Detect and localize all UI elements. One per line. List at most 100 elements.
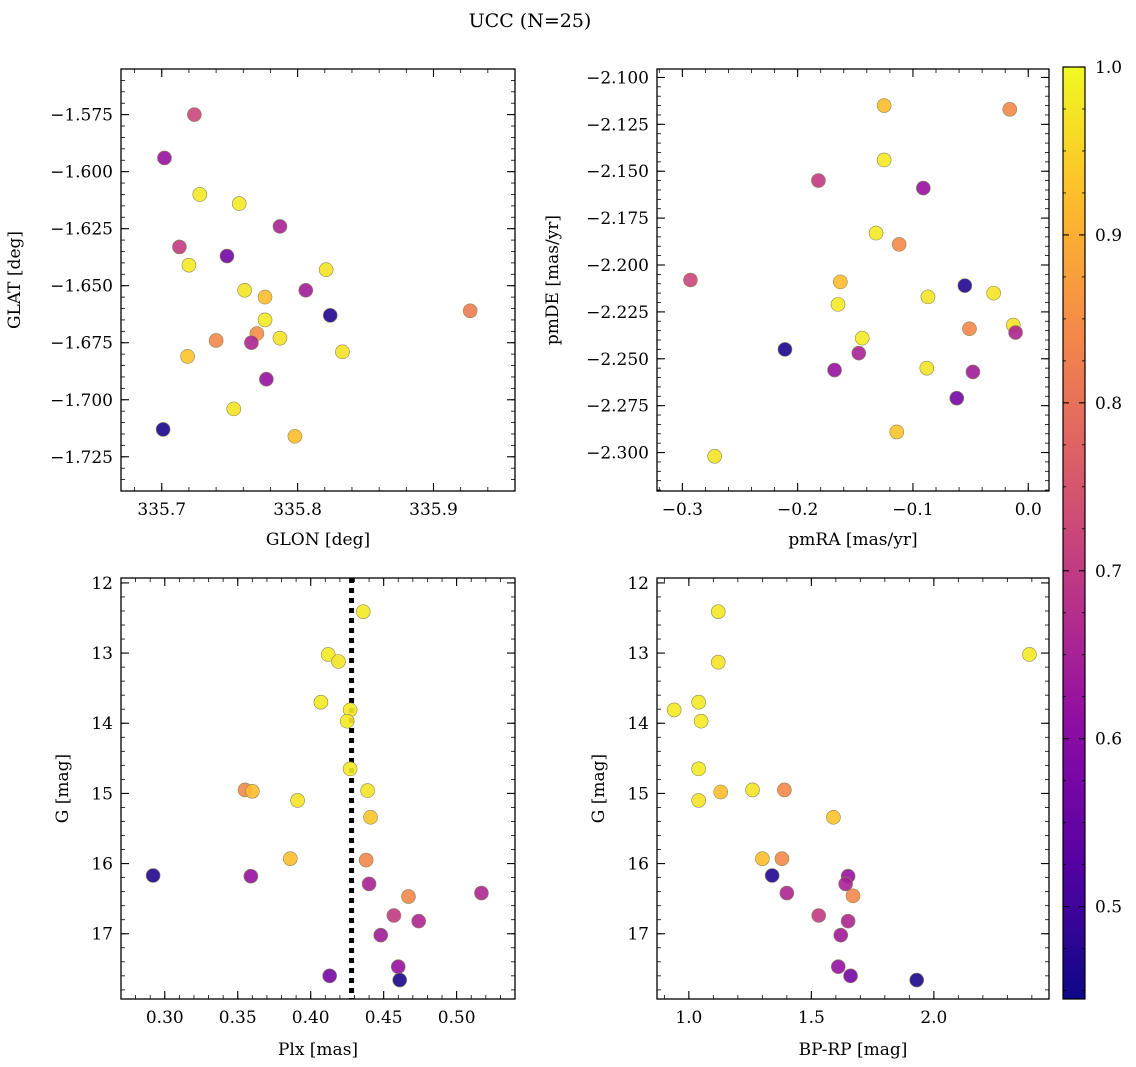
data-point bbox=[392, 972, 408, 988]
data-point bbox=[373, 927, 389, 943]
data-point bbox=[876, 152, 892, 168]
y-tick-label: 16 bbox=[91, 855, 113, 875]
data-point bbox=[909, 972, 925, 988]
data-point bbox=[713, 784, 729, 800]
x-tick-label: −0.2 bbox=[777, 500, 818, 520]
data-point bbox=[833, 274, 848, 290]
colorbar: 0.5 0.6 0.7 0.8 0.9 1.0 bbox=[1062, 58, 1122, 1000]
data-point bbox=[811, 908, 827, 923]
data-point bbox=[710, 654, 726, 670]
data-point bbox=[172, 239, 187, 255]
data-point bbox=[237, 282, 252, 298]
data-point bbox=[779, 885, 795, 901]
data-point bbox=[322, 968, 337, 984]
data-point bbox=[331, 654, 346, 669]
y-tick-label: 17 bbox=[627, 925, 649, 945]
x-tick-label: 0.45 bbox=[365, 1008, 403, 1028]
y-tick-label: −1.650 bbox=[50, 277, 113, 297]
panel-plx-g: 0.30 0.35 0.40 0.45 0.50 12 13 14 15 16 17 Plx [mas… bbox=[53, 574, 516, 1060]
data-point bbox=[282, 851, 298, 866]
data-point bbox=[854, 330, 870, 346]
x-tick-label: 0.50 bbox=[438, 1008, 476, 1028]
y-tick-label: 13 bbox=[627, 644, 649, 664]
data-point bbox=[830, 959, 846, 975]
data-point bbox=[181, 257, 197, 273]
data-point bbox=[219, 248, 235, 264]
data-point bbox=[777, 342, 793, 357]
data-point bbox=[318, 262, 334, 278]
data-point bbox=[949, 390, 965, 406]
data-point bbox=[231, 196, 247, 211]
y-tick-label: −2.225 bbox=[586, 303, 649, 323]
data-point bbox=[257, 289, 273, 305]
data-point bbox=[876, 98, 892, 113]
y-tick-label: −2.250 bbox=[586, 350, 649, 370]
data-point bbox=[145, 868, 161, 883]
x-tick-label: 2.0 bbox=[920, 1008, 947, 1028]
data-point bbox=[462, 303, 478, 319]
x-axis-label: GLON [deg] bbox=[266, 530, 370, 550]
data-point bbox=[157, 150, 172, 166]
colorbar-gradient bbox=[1062, 66, 1086, 1000]
data-point bbox=[208, 333, 224, 348]
data-point bbox=[683, 272, 698, 288]
y-tick-label: −1.700 bbox=[50, 391, 113, 411]
data-point bbox=[322, 308, 338, 323]
axes-frame bbox=[656, 577, 1050, 1000]
data-point bbox=[691, 694, 706, 710]
axes-frame bbox=[120, 577, 516, 1000]
y-tick-label: 13 bbox=[91, 644, 113, 664]
data-point bbox=[764, 868, 780, 883]
axes-frame bbox=[120, 68, 516, 492]
data-point bbox=[691, 793, 706, 808]
y-tick-label: −2.150 bbox=[586, 162, 649, 182]
y-tick-label: 14 bbox=[91, 714, 113, 734]
y-tick-label: −2.175 bbox=[586, 209, 649, 229]
x-axis-label: pmRA [mas/yr] bbox=[788, 530, 917, 550]
data-point bbox=[827, 362, 842, 378]
data-point bbox=[745, 782, 760, 798]
data-point bbox=[851, 345, 867, 361]
data-point bbox=[965, 364, 981, 380]
y-axis-label: GLAT [deg] bbox=[5, 231, 25, 329]
data-point bbox=[363, 809, 378, 825]
data-point bbox=[666, 702, 682, 718]
y-tick-label: 15 bbox=[627, 784, 649, 804]
data-point bbox=[962, 321, 977, 337]
data-point bbox=[187, 107, 202, 122]
data-point bbox=[840, 913, 856, 929]
data-point bbox=[290, 793, 305, 808]
data-point bbox=[845, 888, 861, 904]
x-tick-label: 0.35 bbox=[219, 1008, 257, 1028]
data-point bbox=[833, 927, 849, 943]
colorbar-tick-label: 0.5 bbox=[1095, 898, 1122, 918]
data-point bbox=[358, 852, 374, 868]
data-point bbox=[298, 282, 314, 298]
colorbar-tick-label: 1.0 bbox=[1095, 58, 1122, 78]
data-point bbox=[272, 330, 288, 346]
y-tick-label: 15 bbox=[91, 784, 113, 804]
data-point bbox=[335, 344, 350, 360]
data-point bbox=[1022, 647, 1037, 662]
data-point bbox=[192, 187, 208, 202]
data-point bbox=[843, 968, 858, 984]
data-point bbox=[710, 604, 726, 619]
colorbar-tick-label: 0.7 bbox=[1095, 562, 1122, 582]
data-point bbox=[474, 885, 489, 901]
data-point bbox=[889, 424, 905, 440]
data-point bbox=[390, 959, 406, 975]
data-point bbox=[693, 713, 709, 729]
colorbar-tick-label: 0.6 bbox=[1095, 730, 1122, 750]
data-point bbox=[916, 180, 931, 196]
data-point bbox=[957, 278, 973, 293]
y-axis-label: pmDE [mas/yr] bbox=[543, 215, 563, 345]
y-tick-label: −2.100 bbox=[586, 68, 649, 88]
y-tick-label: 16 bbox=[627, 855, 649, 875]
y-axis-label: G [mag] bbox=[589, 754, 609, 823]
data-point bbox=[401, 889, 416, 904]
x-tick-label: 335.8 bbox=[273, 500, 322, 520]
data-point bbox=[180, 349, 195, 364]
data-point bbox=[774, 851, 790, 866]
y-tick-label: 12 bbox=[627, 574, 649, 594]
x-tick-label: 0.40 bbox=[292, 1008, 330, 1028]
